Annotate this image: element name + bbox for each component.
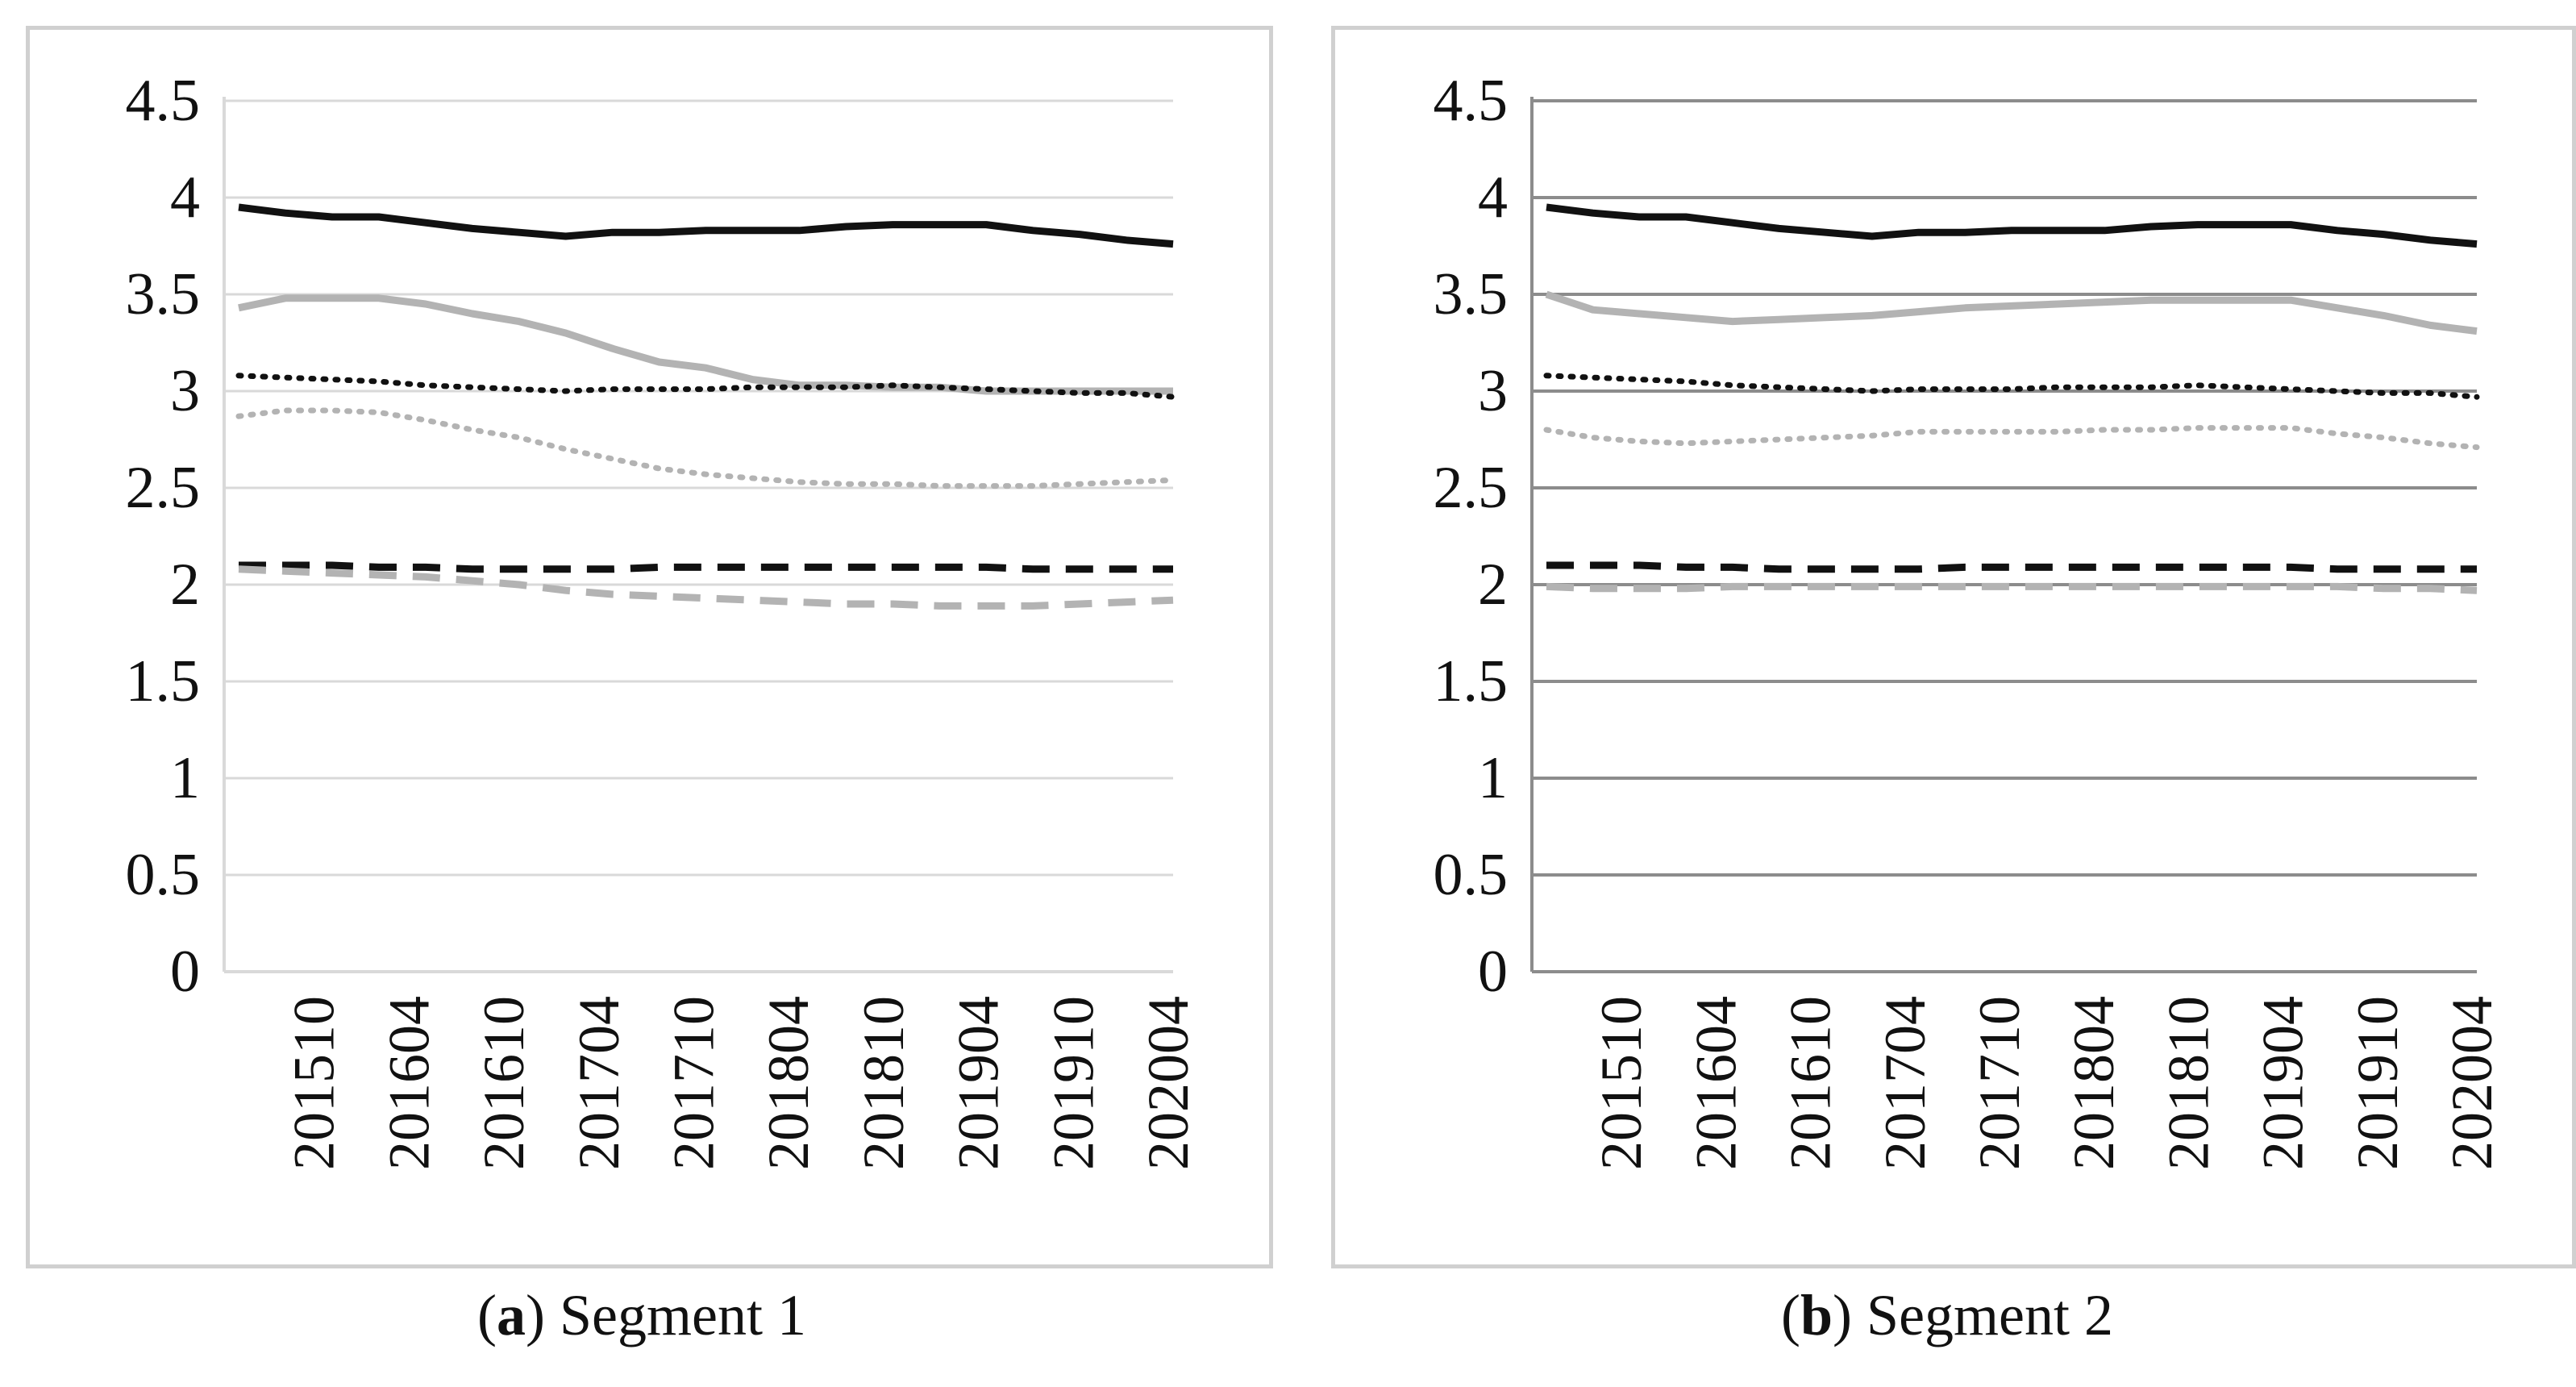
caption-b-open: (: [1781, 1283, 1800, 1347]
caption-b-close: ): [1833, 1283, 1853, 1347]
x-tick-label: 202004: [2440, 996, 2504, 1170]
caption-a-open: (: [477, 1283, 497, 1347]
y-tick-label: 4: [1478, 165, 1508, 231]
x-tick-label: 201904: [947, 996, 1011, 1170]
caption-b-letter: b: [1800, 1283, 1833, 1347]
caption-b-text: Segment 2: [1852, 1283, 2113, 1347]
y-tick-label: 1: [170, 745, 200, 811]
y-tick-label: 2: [170, 552, 200, 618]
chart-segment-2: 0 0.5 1 1.5 2 2.5 3 3.5 4 4.5 201510 201604 201610 20…: [1434, 68, 2505, 1170]
series-line-grey-solid: [1545, 290, 2478, 335]
caption-a: (a) Segment 1: [477, 1282, 806, 1349]
series-line-grey-dashed: [1546, 582, 2478, 594]
chart-segment-1: 0 0.5 1 1.5 2 2.5 3 3.5 4 4.5 201510 201604 201610 20…: [126, 68, 1201, 1170]
series-line-black-dotted: [235, 373, 1176, 400]
series-line-grey-dotted: [1543, 425, 2480, 451]
y-tick-label: 0.5: [126, 842, 201, 908]
x-tick-label: 201710: [662, 996, 726, 1170]
series-line-grey-dotted: [235, 407, 1176, 489]
x-tick-label: 201910: [2345, 996, 2410, 1170]
x-tick-label: 201604: [1683, 996, 1748, 1170]
x-tick-label: 201904: [2251, 996, 2316, 1170]
x-tick-label: 201810: [851, 996, 916, 1170]
y-tick-label: 0: [170, 939, 200, 1005]
caption-a-close: ): [526, 1283, 545, 1347]
series-line-black-solid: [1546, 203, 2478, 248]
x-tick-label: 201804: [2062, 996, 2126, 1170]
y-tick-label: 1.5: [1434, 648, 1509, 714]
series-line-black-dotted: [1543, 373, 2480, 400]
x-tick-label: 201610: [1779, 996, 1843, 1170]
x-tick-label: 201710: [1967, 996, 2032, 1170]
x-tick-label: 201804: [756, 996, 821, 1170]
x-tick-label: 201910: [1041, 996, 1105, 1170]
x-tick-label: 201704: [1873, 996, 1937, 1170]
series-line-black-dashed: [1546, 561, 2477, 573]
y-tick-label: 2.5: [1434, 455, 1509, 521]
y-tick-label: 1: [1478, 745, 1508, 811]
series-line-grey-dashed: [238, 565, 1174, 610]
y-tick-label: 4.5: [1434, 68, 1509, 134]
series-line-black-solid: [238, 203, 1174, 248]
x-tick-label: 201810: [2156, 996, 2220, 1170]
caption-b: (b) Segment 2: [1781, 1282, 2113, 1349]
y-tick-label: 1.5: [126, 648, 201, 714]
y-tick-label: 3.5: [1434, 261, 1509, 327]
series-line-black-dashed: [239, 561, 1173, 573]
y-tick-label: 3: [170, 358, 200, 424]
y-tick-label: 0: [1478, 939, 1508, 1005]
y-tick-label: 3: [1478, 358, 1508, 424]
x-tick-label: 201704: [567, 996, 631, 1170]
caption-a-text: Segment 1: [545, 1283, 806, 1347]
y-tick-label: 0.5: [1434, 842, 1509, 908]
y-tick-label: 4: [170, 165, 200, 231]
x-tick-label: 201604: [377, 996, 441, 1170]
y-tick-label: 2: [1478, 552, 1508, 618]
x-tick-label: 201510: [282, 996, 347, 1170]
series-line-grey-solid: [238, 294, 1173, 395]
x-tick-label: 201610: [472, 996, 536, 1170]
y-tick-label: 3.5: [126, 261, 201, 327]
y-tick-label: 2.5: [126, 455, 201, 521]
x-tick-label: 201510: [1589, 996, 1654, 1170]
caption-a-letter: a: [497, 1283, 526, 1347]
y-tick-label: 4.5: [126, 68, 201, 134]
x-tick-label: 202004: [1136, 996, 1201, 1170]
